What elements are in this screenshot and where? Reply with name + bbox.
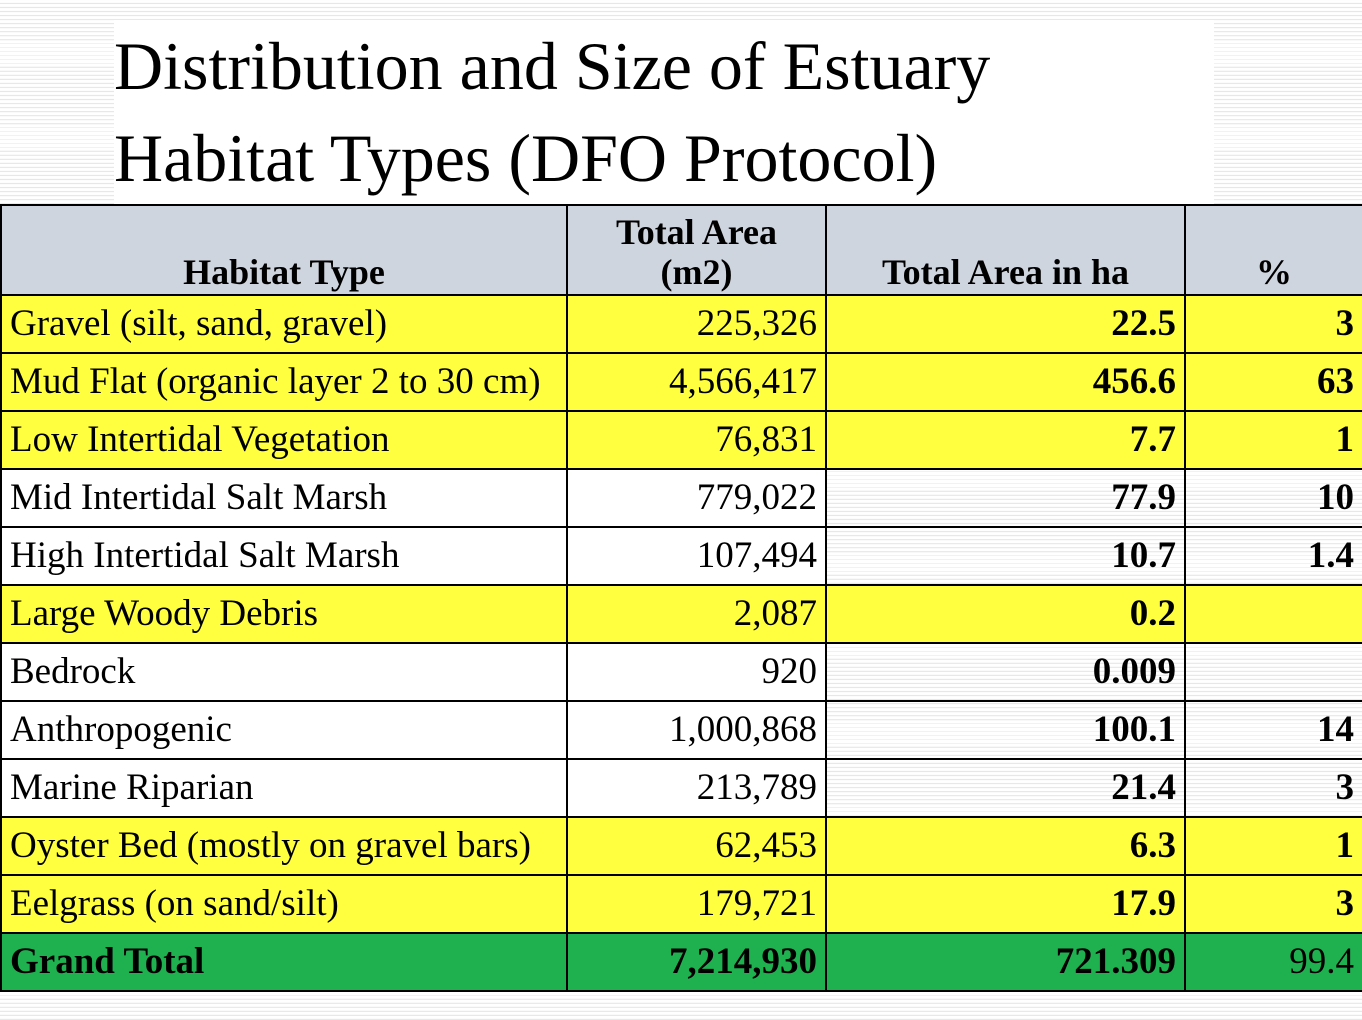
table-row: Anthropogenic 1,000,868 100.1 14 bbox=[0, 700, 1362, 760]
habitat-cell: Gravel (silt, sand, gravel) bbox=[0, 294, 568, 354]
percent-cell bbox=[1184, 584, 1362, 644]
area-m2-cell: 179,721 bbox=[566, 874, 827, 934]
area-ha-cell: 7.7 bbox=[825, 410, 1186, 470]
area-ha-cell: 17.9 bbox=[825, 874, 1186, 934]
area-m2-cell: 1,000,868 bbox=[566, 700, 827, 760]
habitat-cell: Marine Riparian bbox=[0, 758, 568, 818]
area-m2-cell: 76,831 bbox=[566, 410, 827, 470]
area-ha-cell: 0.2 bbox=[825, 584, 1186, 644]
header-habitat-type: Habitat Type bbox=[0, 204, 568, 296]
table-row: Mid Intertidal Salt Marsh 779,022 77.9 10 bbox=[0, 468, 1362, 528]
percent-cell: 14 bbox=[1184, 700, 1362, 760]
habitat-cell: Low Intertidal Vegetation bbox=[0, 410, 568, 470]
table-row: Eelgrass (on sand/silt) 179,721 17.9 3 bbox=[0, 874, 1362, 934]
header-total-area-m2: Total Area (m2) bbox=[566, 204, 827, 296]
table-row: Oyster Bed (mostly on gravel bars) 62,453… bbox=[0, 816, 1362, 876]
slide-title-line-1: Distribution and Size of Estuary bbox=[114, 28, 991, 104]
habitat-cell: Mid Intertidal Salt Marsh bbox=[0, 468, 568, 528]
slide-title: Distribution and Size of Estuary Habitat… bbox=[114, 20, 1214, 204]
grand-total-row: Grand Total 7,214,930 721.309 99.4 bbox=[0, 932, 1362, 992]
area-ha-cell: 77.9 bbox=[825, 468, 1186, 528]
table-row: Mud Flat (organic layer 2 to 30 cm) 4,566… bbox=[0, 352, 1362, 412]
habitat-cell: Eelgrass (on sand/silt) bbox=[0, 874, 568, 934]
area-ha-cell: 0.009 bbox=[825, 642, 1186, 702]
table-row: Marine Riparian 213,789 21.4 3 bbox=[0, 758, 1362, 818]
percent-cell: 10 bbox=[1184, 468, 1362, 528]
table-row: Low Intertidal Vegetation 76,831 7.7 1 bbox=[0, 410, 1362, 470]
table-row: High Intertidal Salt Marsh 107,494 10.7 1.4 bbox=[0, 526, 1362, 586]
area-m2-cell: 920 bbox=[566, 642, 827, 702]
header-total-area-ha: Total Area in ha bbox=[825, 204, 1186, 296]
table-row: Gravel (silt, sand, gravel) 225,326 22.5 3 bbox=[0, 294, 1362, 354]
habitat-cell: Oyster Bed (mostly on gravel bars) bbox=[0, 816, 568, 876]
area-m2-cell: 62,453 bbox=[566, 816, 827, 876]
table-row: Bedrock 920 0.009 bbox=[0, 642, 1362, 702]
percent-cell: 1.4 bbox=[1184, 526, 1362, 586]
area-ha-cell: 22.5 bbox=[825, 294, 1186, 354]
area-ha-cell: 100.1 bbox=[825, 700, 1186, 760]
area-m2-cell: 2,087 bbox=[566, 584, 827, 644]
header-total-area-m2-line-2: (m2) bbox=[660, 252, 733, 292]
header-percent: % bbox=[1184, 204, 1362, 296]
area-ha-cell: 10.7 bbox=[825, 526, 1186, 586]
area-m2-cell: 213,789 bbox=[566, 758, 827, 818]
table-body: Gravel (silt, sand, gravel) 225,326 22.5 3 M… bbox=[0, 294, 1362, 934]
table-row: Large Woody Debris 2,087 0.2 bbox=[0, 584, 1362, 644]
percent-cell: 3 bbox=[1184, 758, 1362, 818]
habitat-cell: Bedrock bbox=[0, 642, 568, 702]
percent-cell: 1 bbox=[1184, 816, 1362, 876]
habitat-cell: High Intertidal Salt Marsh bbox=[0, 526, 568, 586]
area-m2-cell: 779,022 bbox=[566, 468, 827, 528]
area-m2-cell: 225,326 bbox=[566, 294, 827, 354]
habitat-cell: Large Woody Debris bbox=[0, 584, 568, 644]
area-m2-cell: 4,566,417 bbox=[566, 352, 827, 412]
area-m2-cell: 107,494 bbox=[566, 526, 827, 586]
percent-cell: 63 bbox=[1184, 352, 1362, 412]
habitat-cell: Mud Flat (organic layer 2 to 30 cm) bbox=[0, 352, 568, 412]
header-total-area-m2-line-1: Total Area bbox=[615, 212, 777, 252]
habitat-cell: Anthropogenic bbox=[0, 700, 568, 760]
percent-cell bbox=[1184, 642, 1362, 702]
grand-total-area-ha: 721.309 bbox=[825, 932, 1186, 992]
slide-title-line-2: Habitat Types (DFO Protocol) bbox=[114, 120, 938, 196]
area-ha-cell: 6.3 bbox=[825, 816, 1186, 876]
grand-total-area-m2: 7,214,930 bbox=[566, 932, 827, 992]
habitat-table: Habitat Type Total Area (m2) Total Area … bbox=[0, 204, 1362, 992]
area-ha-cell: 456.6 bbox=[825, 352, 1186, 412]
grand-total-percent: 99.4 bbox=[1184, 932, 1362, 992]
percent-cell: 1 bbox=[1184, 410, 1362, 470]
table-header-row: Habitat Type Total Area (m2) Total Area … bbox=[0, 204, 1362, 296]
area-ha-cell: 21.4 bbox=[825, 758, 1186, 818]
percent-cell: 3 bbox=[1184, 294, 1362, 354]
percent-cell: 3 bbox=[1184, 874, 1362, 934]
grand-total-label: Grand Total bbox=[0, 932, 568, 992]
